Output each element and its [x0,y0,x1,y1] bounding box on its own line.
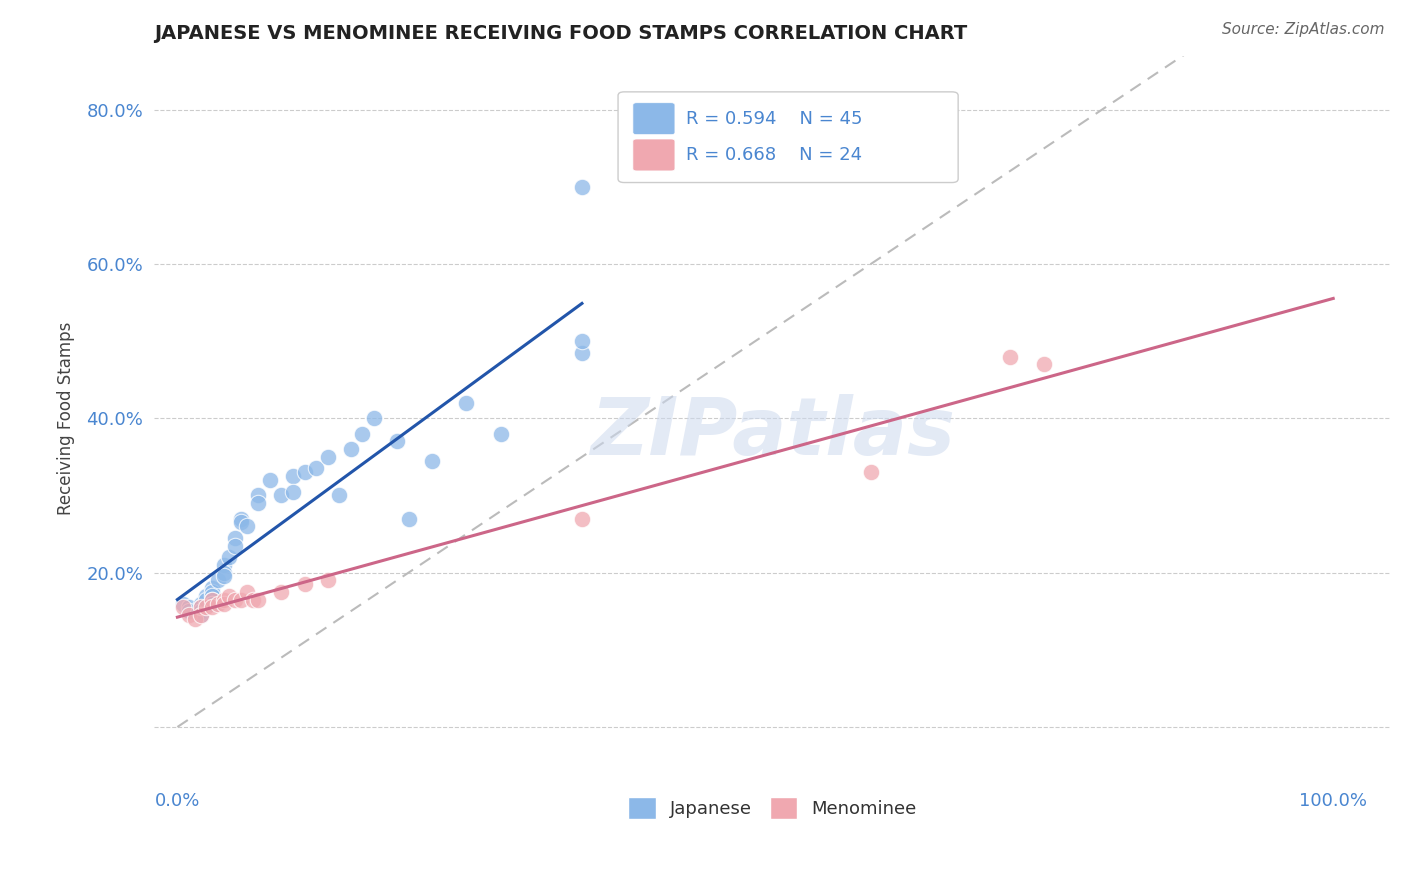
Point [339,442,361,457]
Point [571,334,593,348]
Point [172,600,194,615]
Point [195,592,218,607]
Point [1033,357,1056,371]
Text: ZIPatlas: ZIPatlas [591,393,955,472]
Point [571,511,593,525]
Text: R = 0.668    N = 24: R = 0.668 N = 24 [686,146,862,164]
Point [229,592,252,607]
Point [207,574,229,588]
Point [190,608,212,623]
Text: R = 0.594    N = 45: R = 0.594 N = 45 [686,110,862,128]
Point [328,488,350,502]
Point [183,612,205,626]
Point [242,592,264,607]
Point [352,426,374,441]
Y-axis label: Receiving Food Stamps: Receiving Food Stamps [58,322,75,515]
Text: JAPANESE VS MENOMINEE RECEIVING FOOD STAMPS CORRELATION CHART: JAPANESE VS MENOMINEE RECEIVING FOOD STA… [155,24,967,43]
Point [212,566,235,580]
Point [247,496,270,510]
Point [224,539,246,553]
Point [190,597,212,611]
Point [218,589,240,603]
Point [212,569,235,583]
Point [294,465,316,479]
Point [247,488,270,502]
Point [201,589,224,603]
Point [571,179,593,194]
Point [571,345,593,359]
Point [235,519,257,533]
Point [201,600,224,615]
Point [385,434,408,449]
Point [270,585,292,599]
Point [281,469,304,483]
Point [281,484,304,499]
Point [201,592,224,607]
Point [172,597,194,611]
Point [201,592,224,607]
Point [177,600,200,615]
Point [224,531,246,545]
Legend: Japanese, Menominee: Japanese, Menominee [621,790,924,826]
Point [247,592,270,607]
Point [212,558,235,572]
Point [190,608,212,623]
FancyBboxPatch shape [633,139,675,171]
Point [218,550,240,565]
FancyBboxPatch shape [633,103,675,135]
Point [270,488,292,502]
Point [195,589,218,603]
Point [224,592,246,607]
Point [305,461,328,475]
Point [316,574,339,588]
Point [201,597,224,611]
Point [294,577,316,591]
Point [190,600,212,615]
Point [195,600,218,615]
FancyBboxPatch shape [619,92,957,183]
Point [316,450,339,464]
Point [420,454,443,468]
Point [207,597,229,611]
Text: Source: ZipAtlas.com: Source: ZipAtlas.com [1222,22,1385,37]
Point [259,473,281,487]
Point [456,396,478,410]
Point [859,465,882,479]
Point [363,411,385,425]
Point [398,511,420,525]
Point [190,600,212,615]
Point [177,604,200,618]
Point [212,597,235,611]
Point [201,581,224,595]
Point [998,350,1021,364]
Point [229,516,252,530]
Point [190,604,212,618]
Point [489,426,512,441]
Point [229,511,252,525]
Point [212,592,235,607]
Point [201,585,224,599]
Point [235,585,257,599]
Point [177,608,200,623]
